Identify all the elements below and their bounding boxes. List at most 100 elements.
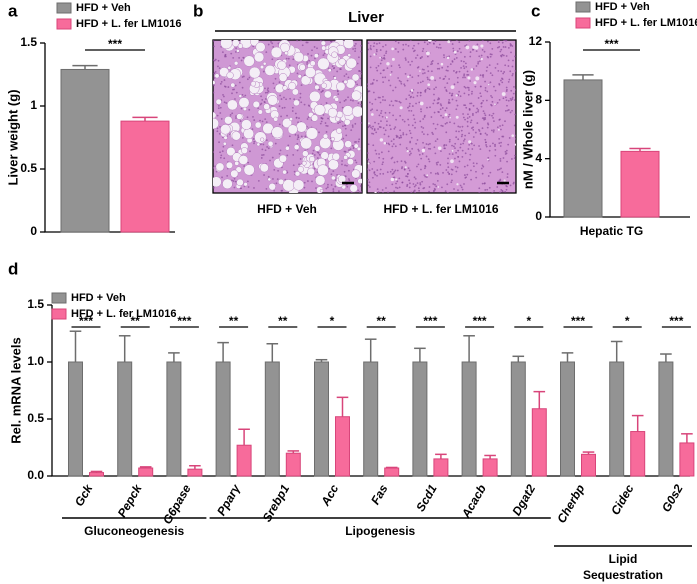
nucleus (263, 100, 266, 103)
nucleus (378, 126, 381, 128)
nucleus (468, 158, 471, 161)
nucleus (421, 131, 424, 133)
nucleus (387, 191, 389, 193)
legend-swatch (575, 17, 591, 29)
lipid-droplet (236, 113, 243, 120)
nucleus (459, 126, 461, 128)
nucleus (475, 162, 478, 165)
nucleus (478, 191, 481, 193)
nucleus (394, 99, 397, 102)
nucleus (458, 47, 461, 50)
lipid-droplet (319, 137, 332, 149)
nucleus (398, 136, 401, 139)
nucleus (218, 67, 221, 70)
nucleus (422, 47, 425, 50)
bar (461, 361, 477, 477)
nucleus (339, 121, 341, 124)
nucleus (285, 98, 287, 101)
legend-swatch (51, 308, 67, 320)
nucleus (240, 107, 243, 110)
nucleus (397, 50, 400, 53)
nucleus (324, 122, 327, 124)
nucleus (487, 56, 490, 59)
nucleus (338, 190, 340, 193)
nucleus (368, 90, 371, 93)
nucleus (505, 99, 508, 102)
nucleus (468, 132, 470, 135)
lipid-droplet (470, 68, 474, 71)
nucleus (433, 146, 436, 149)
nucleus (423, 174, 426, 176)
nucleus (289, 97, 292, 100)
nucleus (367, 83, 369, 86)
lipid-droplet (368, 122, 370, 125)
nucleus (396, 160, 399, 163)
nucleus (486, 66, 489, 69)
nucleus (481, 182, 484, 185)
y-tick-label: 0.5 (27, 411, 44, 425)
lipid-droplet (338, 58, 346, 66)
nucleus (375, 66, 378, 69)
nucleus (394, 86, 397, 89)
nucleus (382, 95, 384, 98)
nucleus (221, 51, 224, 54)
nucleus (344, 150, 347, 153)
nucleus (329, 40, 332, 43)
nucleus (368, 169, 371, 172)
nucleus (260, 157, 263, 159)
nucleus (367, 143, 370, 146)
nucleus (367, 158, 369, 161)
nucleus (411, 147, 414, 150)
nucleus (445, 69, 448, 72)
nucleus (220, 154, 223, 157)
lipid-droplet (226, 71, 234, 79)
nucleus (380, 112, 382, 115)
nucleus (505, 149, 508, 152)
nucleus (472, 112, 474, 115)
nucleus (480, 101, 483, 104)
nucleus (225, 102, 228, 104)
nucleus (466, 164, 469, 167)
nucleus (408, 129, 411, 132)
nucleus (488, 186, 491, 189)
nucleus (380, 109, 383, 112)
nucleus (408, 169, 411, 172)
nucleus (409, 132, 412, 135)
nucleus (367, 184, 370, 187)
group-label: Gluconeogenesis (84, 524, 184, 538)
nucleus (388, 104, 391, 107)
nucleus (360, 44, 362, 47)
nucleus (307, 180, 309, 182)
nucleus (417, 42, 420, 45)
nucleus (382, 127, 385, 129)
bar (531, 408, 547, 477)
nucleus (219, 82, 222, 85)
nucleus (470, 178, 473, 181)
nucleus (439, 108, 442, 111)
nucleus (271, 58, 274, 61)
bar (630, 431, 646, 477)
nucleus (451, 92, 454, 95)
lipid-droplet (406, 149, 409, 153)
nucleus (496, 186, 499, 188)
nucleus (232, 88, 234, 91)
nucleus (445, 144, 448, 146)
nucleus (337, 93, 340, 95)
nucleus (410, 152, 412, 155)
nucleus (264, 87, 266, 90)
nucleus (463, 165, 466, 168)
nucleus (326, 186, 329, 189)
nucleus (410, 191, 413, 193)
legend-label: HFD + L. fer LM1016 (76, 18, 181, 30)
nucleus (238, 81, 241, 84)
nucleus (456, 166, 459, 169)
bar (215, 361, 231, 477)
nucleus (230, 52, 233, 55)
nucleus (375, 48, 378, 51)
nucleus (219, 151, 221, 154)
nucleus (342, 137, 345, 140)
nucleus (466, 120, 469, 123)
nucleus (303, 181, 306, 184)
nucleus (357, 102, 360, 104)
nucleus (438, 111, 440, 113)
